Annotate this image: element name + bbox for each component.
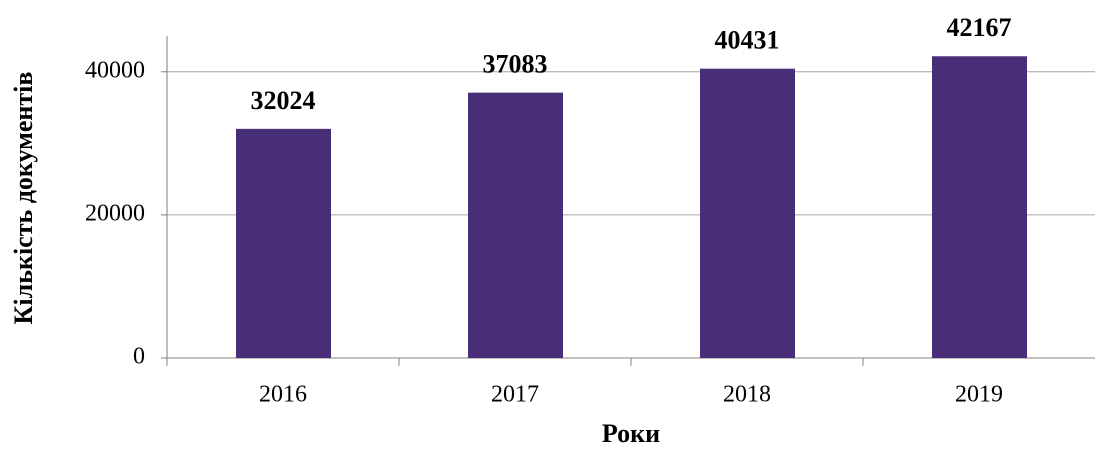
y-tick-label: 0 — [133, 344, 145, 370]
bar — [236, 128, 331, 358]
x-tick-label: 2019 — [955, 382, 1003, 408]
data-label: 32024 — [251, 86, 316, 115]
bar — [932, 56, 1027, 358]
y-axis-title: Кількість документів — [9, 72, 38, 325]
data-label: 40431 — [715, 26, 780, 55]
data-label: 42167 — [947, 13, 1012, 42]
x-tick-label: 2018 — [723, 382, 771, 408]
data-label: 37083 — [483, 50, 548, 79]
y-tick-label: 20000 — [85, 200, 145, 226]
y-tick-label: 40000 — [85, 57, 145, 83]
x-tick-label: 2017 — [491, 382, 539, 408]
x-axis-title: Роки — [602, 419, 660, 448]
x-tick-label: 2016 — [259, 382, 307, 408]
bar — [700, 68, 795, 359]
bar — [468, 92, 563, 358]
